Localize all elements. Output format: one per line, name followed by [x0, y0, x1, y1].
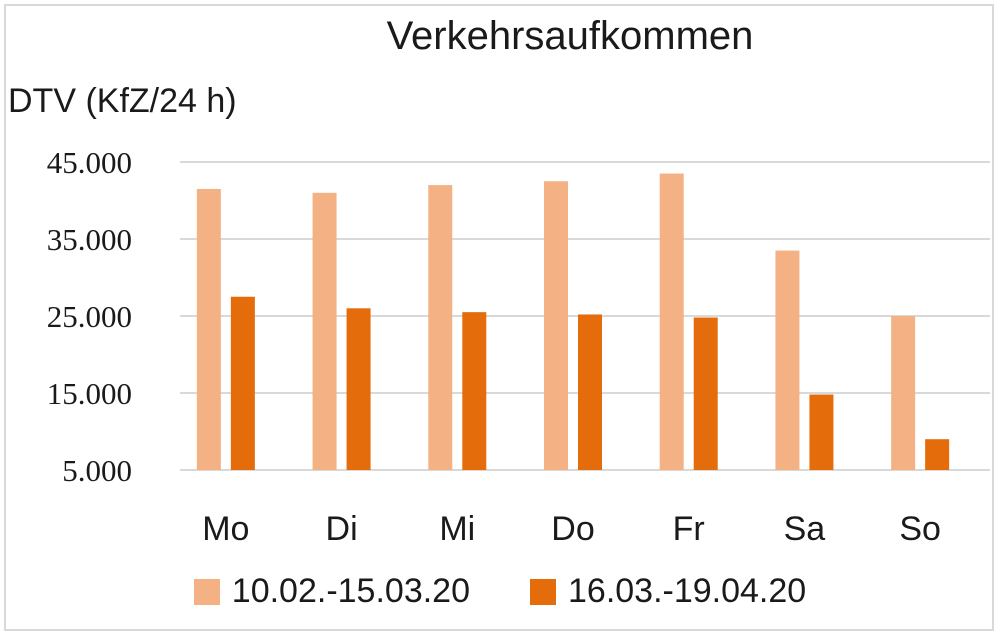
bar-2-di: [346, 308, 371, 470]
chart-title: Verkehrsaufkommen: [386, 14, 754, 58]
bars: [196, 173, 950, 471]
x-tick-label: Mo: [202, 510, 249, 548]
y-tick-label: 15.000: [47, 376, 132, 411]
legend: 10.02.-15.03.20 16.03.-19.04.20: [0, 572, 1000, 611]
legend-label-series-1: 10.02.-15.03.20: [231, 572, 470, 610]
y-tick-label: 35.000: [47, 222, 132, 257]
bar-1-fr: [659, 173, 684, 471]
bar-1-sa: [775, 250, 800, 470]
bar-1-do: [544, 181, 568, 470]
legend-swatch-series-2: [530, 578, 556, 605]
bar-2-sa: [809, 394, 834, 470]
bar-1-so: [891, 316, 916, 470]
bar-2-so: [925, 439, 950, 470]
bar-1-di: [312, 192, 337, 471]
bar-2-do: [578, 314, 602, 470]
legend-swatch-series-1: [193, 578, 220, 605]
x-tick-label: Fr: [673, 510, 705, 548]
y-tick-label: 45.000: [47, 145, 132, 180]
bar-2-mi: [462, 312, 487, 470]
chart-frame: [4, 4, 994, 631]
y-tick-labels: 5.000 15.000 25.000 35.000 45.000: [47, 145, 132, 488]
legend-item-series-1: 10.02.-15.03.20: [193, 572, 470, 611]
x-tick-label: Di: [326, 510, 358, 548]
y-tick-label: 5.000: [62, 453, 132, 488]
bar-1-mo: [196, 188, 221, 470]
y-axis-label: DTV (KfZ/24 h): [8, 82, 237, 120]
bar-1-mi: [428, 185, 453, 470]
legend-item-series-2: 16.03.-19.04.20: [530, 572, 806, 611]
bar-2-mo: [230, 296, 255, 470]
bar-2-fr: [693, 317, 718, 470]
x-tick-label: So: [899, 510, 941, 548]
y-tick-label: 25.000: [47, 299, 132, 334]
x-tick-labels: Mo Di Mi Do Fr Sa So: [202, 510, 941, 548]
x-tick-label: Sa: [784, 510, 826, 548]
legend-label-series-2: 16.03.-19.04.20: [568, 572, 807, 610]
x-tick-label: Do: [551, 510, 594, 548]
x-tick-label: Mi: [439, 510, 475, 548]
